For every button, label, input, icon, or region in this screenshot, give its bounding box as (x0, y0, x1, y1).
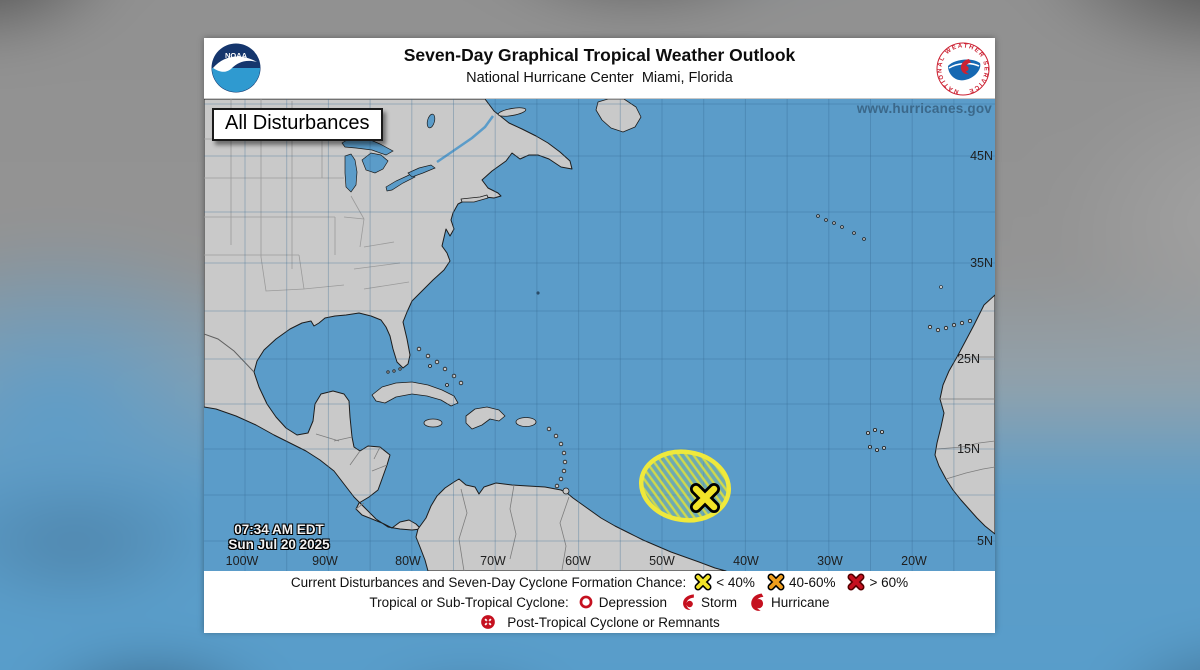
lake-michigan (344, 153, 358, 193)
hispaniola-island (465, 406, 506, 430)
timestamp-time: 07:34 AM EDT (234, 522, 324, 537)
bahamas-islands (416, 346, 464, 387)
noaa-logo-text: NOAA (225, 51, 248, 60)
outlook-map[interactable]: 45N 35N 25N 15N 5N 100W 90W 80W 70W 60W … (204, 99, 995, 571)
header-bar: NOAA Seven-Day Graphical Tropical Weathe… (204, 38, 995, 99)
puerto-rico-island (515, 417, 537, 427)
north-central-america-landmass (204, 99, 573, 531)
yellow-x-icon[interactable] (690, 483, 720, 513)
legend-label: < 40% (716, 574, 755, 590)
central-america-borders (315, 433, 388, 510)
legend-row-formation-chance: Current Disturbances and Seven-Day Cyclo… (204, 573, 995, 592)
website-link[interactable]: www.hurricanes.gov (856, 101, 992, 116)
florida-keys (386, 367, 402, 374)
hurricane-icon (749, 593, 767, 611)
jamaica-island (423, 418, 443, 428)
legend-label: Depression (598, 594, 668, 610)
latitude-labels: 45N 35N 25N 15N 5N (957, 149, 993, 548)
legend-line1-heading: Current Disturbances and Seven-Day Cyclo… (290, 574, 687, 590)
lat-label: 25N (957, 352, 980, 366)
legend-label: Storm (701, 594, 738, 610)
newfoundland-island (595, 99, 642, 133)
legend-row-post-tropical: Post-Tropical Cyclone or Remnants (204, 613, 995, 632)
all-disturbances-label: All Disturbances (212, 108, 383, 141)
azores-islands (816, 214, 866, 241)
legend-label: Hurricane (771, 594, 830, 610)
lat-label: 45N (970, 149, 993, 163)
graticule-grid (204, 99, 995, 571)
cape-verde-islands (866, 427, 887, 452)
timestamp-date: Sun Jul 20 2025 (228, 537, 330, 552)
longitude-labels: 100W 90W 80W 70W 60W 50W 40W 30W 20W (226, 554, 927, 568)
lakes-group (341, 113, 495, 193)
borders-group (204, 99, 995, 571)
anticosti-island (497, 107, 527, 117)
us-mexico-border (204, 333, 255, 373)
post-tropical-icon (479, 613, 497, 631)
lon-label: 80W (395, 554, 421, 568)
long-island (460, 194, 489, 203)
south-america-landmass (415, 478, 727, 571)
tropical-outlook-panel: NOAA Seven-Day Graphical Tropical Weathe… (204, 38, 995, 633)
bermuda-island (536, 291, 540, 295)
legend-line2-heading: Tropical or Sub-Tropical Cyclone: (369, 594, 569, 610)
red-x-icon (847, 573, 865, 591)
land-group (204, 99, 995, 571)
page-title: Seven-Day Graphical Tropical Weather Out… (403, 45, 796, 65)
lake-ontario (407, 164, 436, 178)
legend-row-cyclone-types: Tropical or Sub-Tropical Cyclone: Depres… (204, 593, 995, 612)
atlantic-basin-map: 45N 35N 25N 15N 5N 100W 90W 80W 70W 60W … (204, 99, 995, 571)
legend-label: > 60% (869, 574, 909, 590)
lon-label: 20W (901, 554, 927, 568)
nws-logo-icon: NATIONAL WEATHER SERVICE (935, 41, 991, 97)
yellow-x-icon (694, 573, 712, 591)
canary-islands (927, 318, 973, 333)
lat-label: 15N (957, 442, 980, 456)
madeira-island (939, 285, 943, 289)
james-bay (426, 113, 436, 129)
lat-label: 5N (977, 534, 993, 548)
lake-erie (385, 172, 416, 192)
legend-bar: Current Disturbances and Seven-Day Cyclo… (204, 571, 995, 633)
lon-label: 70W (480, 554, 506, 568)
disturbance-area[interactable] (636, 446, 734, 527)
lon-label: 30W (817, 554, 843, 568)
depression-icon (577, 593, 595, 611)
st-lawrence-river (436, 115, 495, 164)
issuance-timestamp: 07:34 AM EDT Sun Jul 20 2025 (218, 522, 340, 552)
africa-borders (936, 356, 995, 480)
lake-huron (361, 152, 389, 174)
lon-label: 50W (649, 554, 675, 568)
south-america-borders (458, 484, 570, 571)
cuba-island (371, 381, 459, 407)
lesser-antilles-islands (546, 426, 570, 495)
lon-label: 100W (226, 554, 259, 568)
page-subtitle: National Hurricane Center Miami, Florida (466, 70, 733, 86)
storm-icon (679, 593, 697, 611)
legend-label: 40-60% (788, 574, 836, 590)
lon-label: 60W (565, 554, 591, 568)
africa-landmass (934, 294, 995, 535)
orange-x-icon (767, 573, 785, 591)
lon-label: 90W (312, 554, 338, 568)
noaa-logo-icon: NOAA (209, 41, 263, 95)
lon-label: 40W (733, 554, 759, 568)
legend-label: Post-Tropical Cyclone or Remnants (507, 614, 720, 630)
lat-label: 35N (970, 256, 993, 270)
